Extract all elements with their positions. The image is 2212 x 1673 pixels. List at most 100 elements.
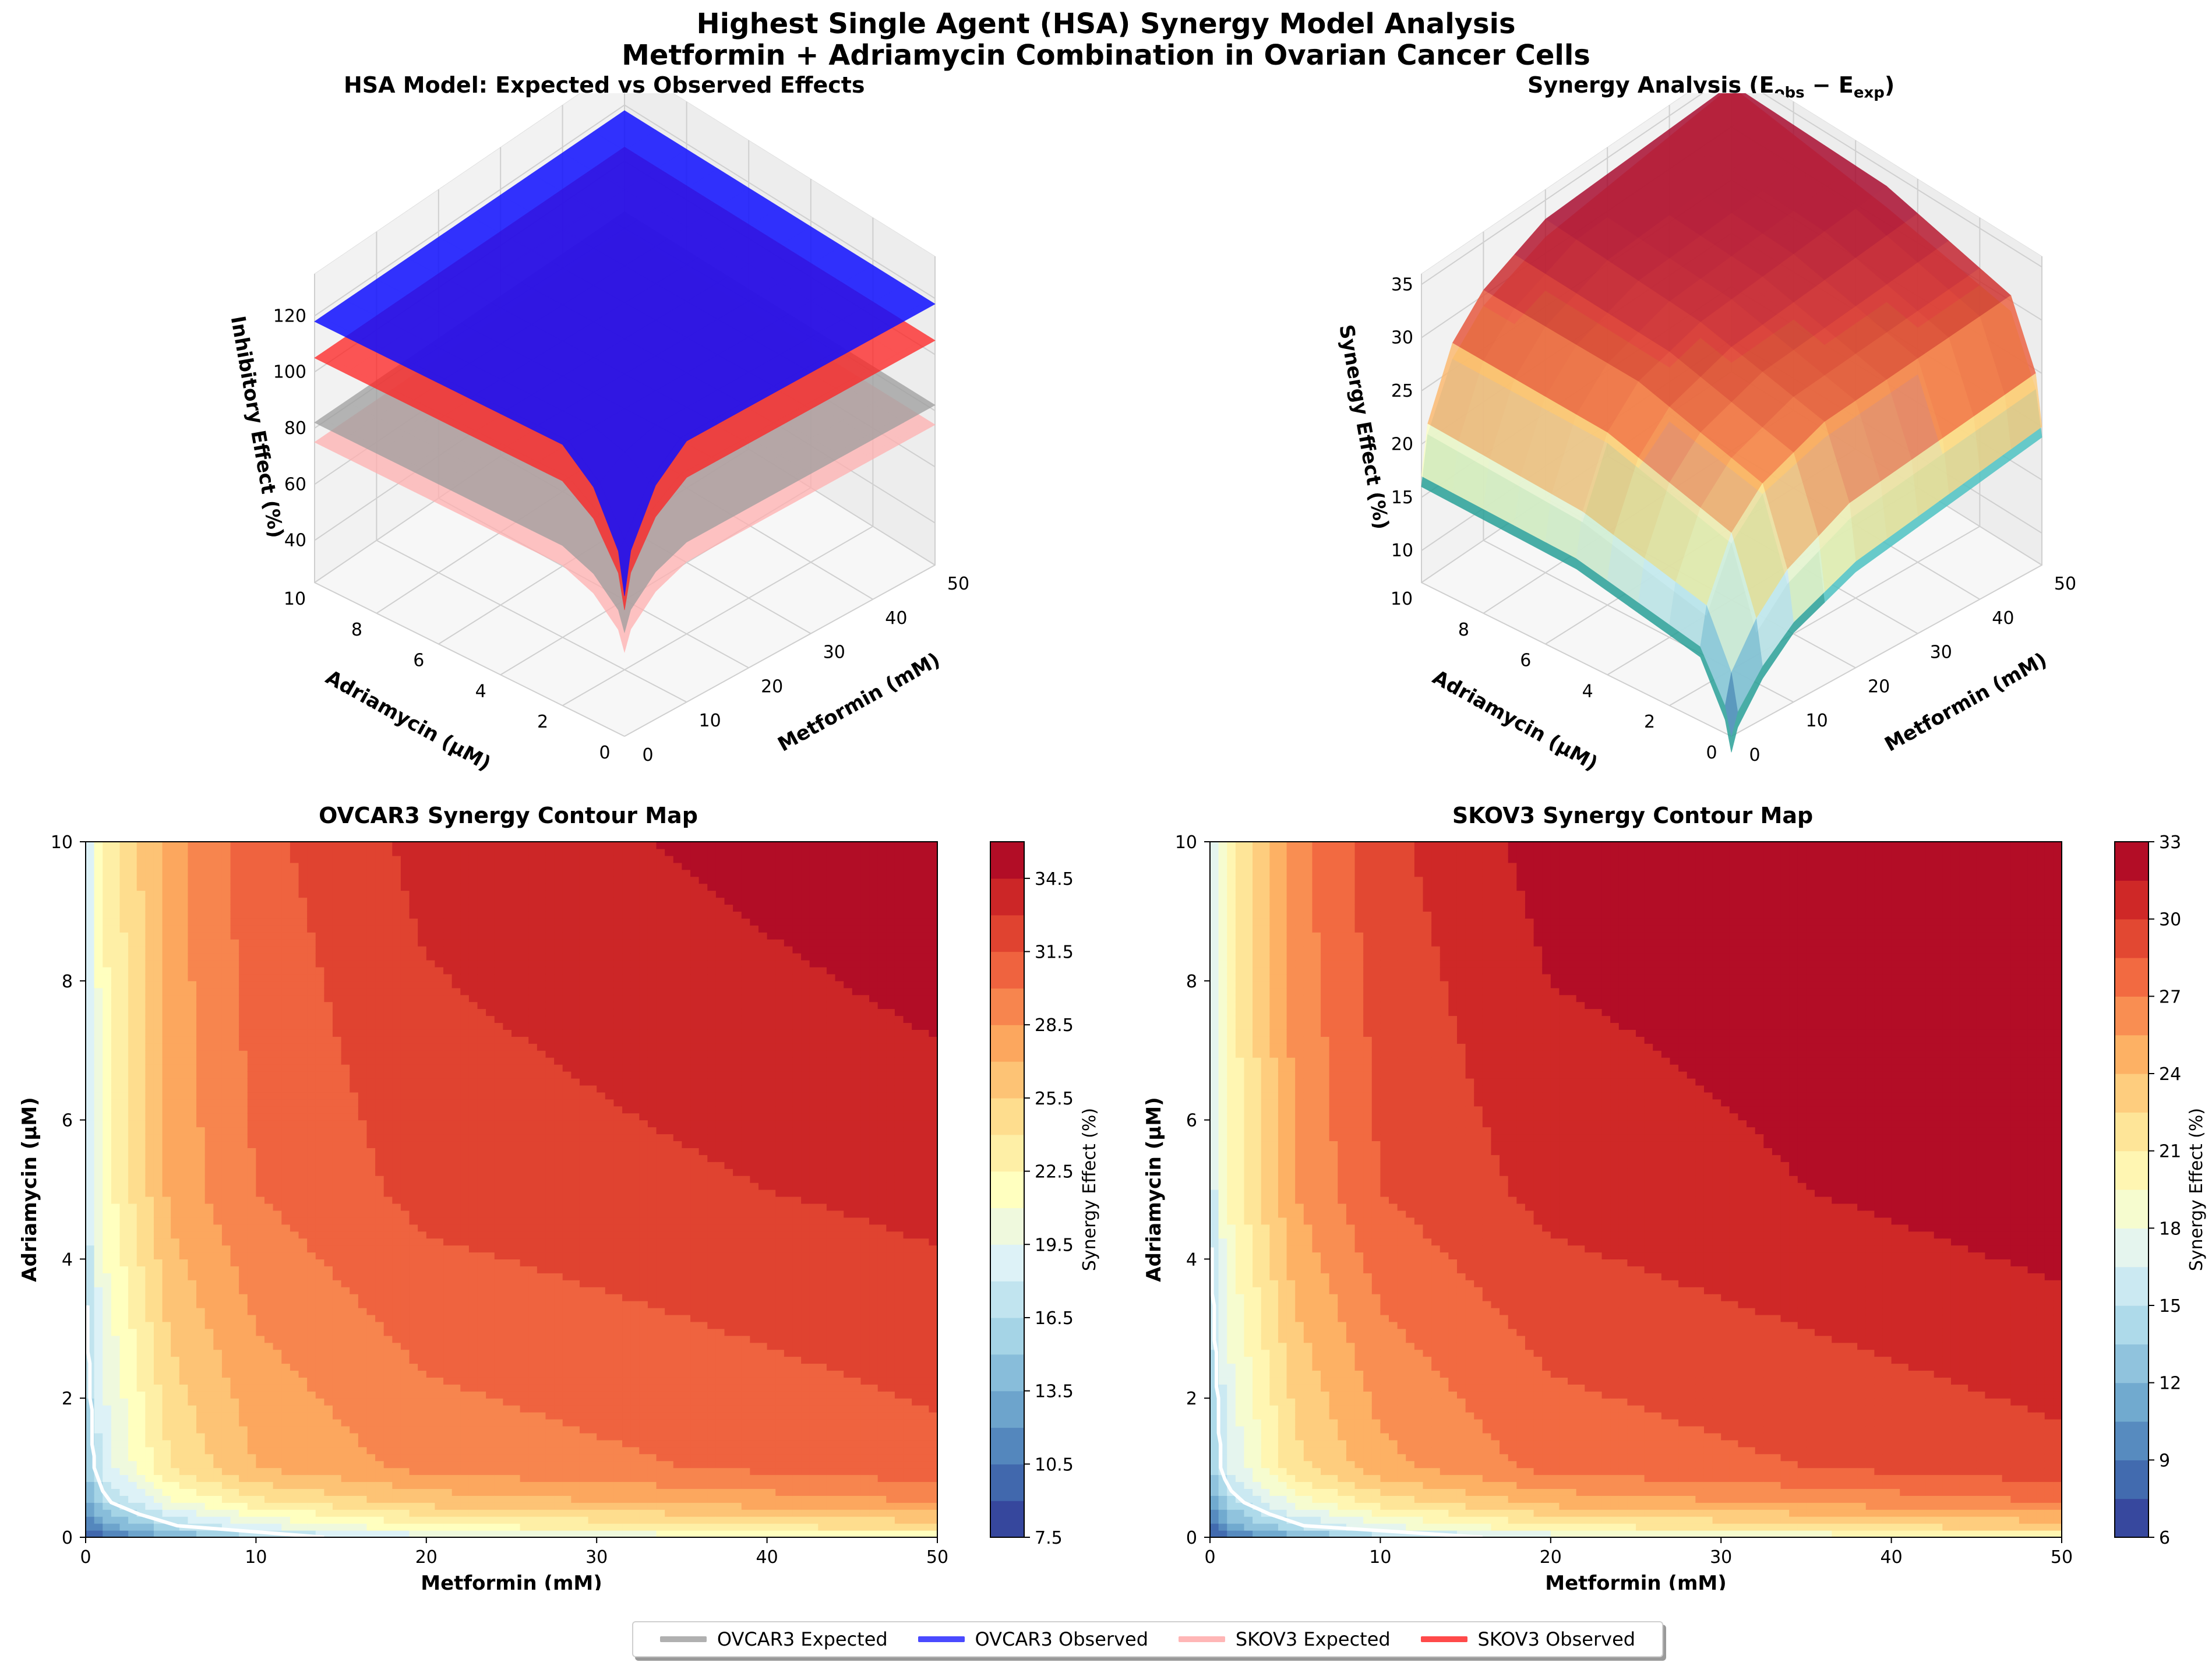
ovcar3-contour-cell (136, 1391, 146, 1399)
ovcar3-contour-cell (103, 1036, 112, 1044)
ovcar3-contour-cell (264, 897, 274, 905)
ovcar3-contour-cell (426, 1190, 436, 1197)
ovcar3-contour-cell (409, 1217, 418, 1225)
ovcar3-contour-cell (221, 1078, 231, 1086)
ovcar3-contour-cell (247, 946, 256, 954)
ovcar3-contour-cell (86, 1050, 95, 1058)
ovcar3-contour-cell (383, 883, 393, 891)
ovcar3-contour-cell (298, 1036, 308, 1044)
ovcar3-contour-cell (315, 1419, 324, 1427)
ovcar3-contour-cell (290, 1314, 299, 1322)
ovcar3-contour-cell (213, 1183, 223, 1190)
ovcar3-contour-cell (350, 1363, 359, 1371)
ovcar3-contour-cell (119, 862, 129, 870)
ovcar3-contour-cell (315, 1238, 324, 1246)
ovcar3-contour-cell (341, 1259, 350, 1266)
ovcar3-contour-cell (94, 1015, 103, 1023)
ovcar3-contour-cell (324, 1196, 333, 1204)
ovcar3-contour-cell (264, 1523, 274, 1531)
ovcar3-contour-cell (230, 1287, 239, 1294)
ovcar3-contour-cell (247, 1439, 256, 1448)
ovcar3-contour-cell (273, 1120, 282, 1128)
ovcar3-contour-cell (418, 973, 427, 982)
ovcar3-contour-cell (171, 1196, 180, 1204)
ovcar3-contour-cell (324, 1287, 333, 1294)
ovcar3-contour-cell (204, 1321, 214, 1329)
ovcar3-contour-cell (204, 1210, 214, 1218)
ovcar3-contour-cell (213, 1043, 223, 1051)
ovcar3-contour-cell (119, 939, 129, 947)
ovcar3-contour-cell (324, 1488, 333, 1496)
ovcar3-contour-cell (315, 1148, 324, 1155)
ovcar3-contour-cell (119, 1106, 129, 1114)
ovcar3-contour-cell (136, 1252, 146, 1259)
ovcar3-contour-cell (375, 1252, 384, 1259)
ovcar3-contour-cell (196, 848, 206, 856)
ovcar3-contour-cell (153, 1370, 163, 1378)
ovcar3-contour-cell (332, 1523, 342, 1531)
ovcar3-contour-cell (366, 1439, 376, 1448)
ovcar3-contour-cell (358, 1294, 368, 1301)
ovcar3-contour-cell (264, 1036, 274, 1044)
ovcar3-contour-cell (400, 1391, 410, 1399)
ovcar3-contour-cell (111, 1321, 121, 1329)
ovcar3-contour-cell (418, 1162, 427, 1169)
ovcar3-contour-cell (128, 890, 137, 898)
ovcar3-contour-cell (171, 1432, 180, 1441)
ovcar3-contour-cell (111, 1509, 121, 1517)
ovcar3-contour-cell (332, 1015, 342, 1023)
ovcar3-contour-cell (239, 1113, 248, 1121)
ovcar3-contour-cell (239, 904, 248, 912)
ovcar3-contour-cell (298, 1460, 308, 1469)
ovcar3-contour-cell (179, 1127, 189, 1135)
ovcar3-contour-cell (281, 1273, 291, 1280)
ovcar3-contour-cell (392, 1190, 401, 1197)
ovcar3-contour-cell (239, 1134, 248, 1142)
ovcar3-contour-cell (221, 1113, 231, 1121)
ovcar3-contour-cell (136, 1314, 146, 1322)
ovcar3-contour-cell (94, 1439, 103, 1448)
ovcar3-contour-cell (153, 1092, 163, 1100)
ovcar3-contour-cell (204, 1488, 214, 1496)
ovcar3-contour-cell (230, 939, 239, 947)
ovcar3-contour-cell (221, 1398, 231, 1406)
ovcar3-contour-cell (290, 1141, 299, 1148)
ovcar3-contour-cell (332, 848, 342, 856)
ovcar3-contour-cell (179, 1509, 189, 1517)
ovcar3-contour-cell (375, 1196, 384, 1204)
ovcar3-contour-cell (171, 1022, 180, 1030)
ovcar3-contour-cell (400, 925, 410, 933)
ovcar3-contour-cell (171, 1134, 180, 1142)
ovcar3-contour-cell (350, 1134, 359, 1142)
ovcar3-contour-cell (324, 897, 333, 905)
ovcar3-contour-cell (239, 1245, 248, 1253)
ovcar3-contour-cell (435, 1106, 444, 1114)
ovcar3-contour-cell (221, 848, 231, 856)
ovcar3-contour-cell (350, 1377, 359, 1385)
ovcar3-contour-cell (247, 1210, 256, 1218)
ovcar3-contour-cell (119, 932, 129, 940)
ovcar3-contour-cell (350, 946, 359, 954)
ovcar3-contour-cell (324, 1099, 333, 1107)
ovcar3-contour-cell (315, 925, 324, 933)
ovcar3-contour-cell (273, 1085, 282, 1093)
ovcar3-contour-cell (196, 1176, 206, 1183)
ovcar3-contour-cell (273, 904, 282, 912)
ovcar3-contour-cell (128, 1176, 137, 1183)
ovcar3-contour-cell (426, 1370, 436, 1378)
ovcar3-contour-cell (247, 1106, 256, 1114)
ovcar3-contour-cell (247, 973, 256, 982)
ovcar3-contour-cell (426, 1328, 436, 1336)
ovcar3-contour-cell (119, 1259, 129, 1266)
ovcar3-contour-cell (145, 1432, 154, 1441)
ovcar3-contour-cell (111, 1203, 121, 1211)
ovcar3-contour-cell (418, 1169, 427, 1176)
ovcar3-contour-cell (136, 1176, 146, 1183)
ovcar3-contour-cell (375, 1432, 384, 1441)
ovcar3-contour-cell (332, 1321, 342, 1329)
ovcar3-contour-cell (256, 953, 265, 961)
ovcar3-contour-cell (171, 1481, 180, 1490)
ovcar3-contour-cell (358, 1509, 368, 1517)
ovcar3-contour-cell (350, 1488, 359, 1496)
ovcar3-contour-cell (239, 1523, 248, 1531)
